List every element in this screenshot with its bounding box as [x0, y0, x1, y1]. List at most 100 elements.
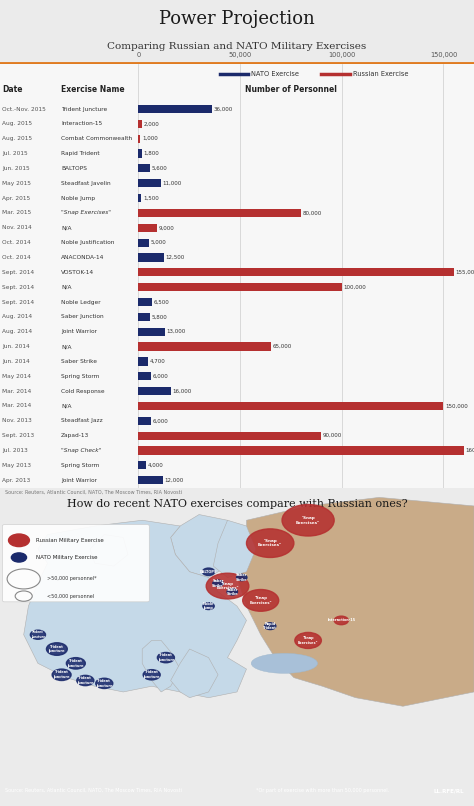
Text: Mar. 2014: Mar. 2014	[2, 404, 31, 409]
Polygon shape	[24, 521, 246, 698]
Text: 5,000: 5,000	[150, 240, 166, 245]
Text: LL.RFE/RL: LL.RFE/RL	[434, 788, 465, 793]
Text: Russian Military Exercise: Russian Military Exercise	[36, 538, 103, 542]
Bar	[138, 461, 146, 469]
Circle shape	[282, 505, 334, 536]
Bar	[138, 164, 150, 172]
Text: N/A: N/A	[61, 226, 72, 231]
Text: 1,500: 1,500	[143, 196, 159, 201]
Text: Jun. 2015: Jun. 2015	[2, 166, 30, 171]
Text: 80,000: 80,000	[303, 210, 322, 215]
Text: "Snap Check": "Snap Check"	[61, 448, 101, 453]
Text: Sept. 2013: Sept. 2013	[2, 433, 34, 438]
Bar	[138, 209, 301, 217]
Text: Oct.-Nov. 2015: Oct.-Nov. 2015	[2, 106, 46, 111]
Text: 1,000: 1,000	[142, 136, 158, 141]
Text: Rapid Trident: Rapid Trident	[61, 151, 100, 156]
Text: "Snap
Exercises": "Snap Exercises"	[298, 636, 319, 645]
Circle shape	[243, 589, 279, 611]
Text: Noble
Jump: Noble Jump	[203, 602, 214, 610]
Text: Spring Storm: Spring Storm	[61, 374, 100, 379]
Text: Spring Storm: Spring Storm	[61, 463, 100, 467]
Text: Oct. 2014: Oct. 2014	[2, 240, 31, 245]
Text: Aug. 2014: Aug. 2014	[2, 329, 32, 334]
Text: Noble Jump: Noble Jump	[61, 196, 95, 201]
Circle shape	[66, 658, 85, 669]
Text: Source: Reuters, Atlantic Council, NATO, The Moscow Times, RIA Novosti: Source: Reuters, Atlantic Council, NATO,…	[5, 490, 182, 495]
Text: 4,700: 4,700	[149, 359, 165, 364]
Text: Apr. 2015: Apr. 2015	[2, 196, 30, 201]
Text: 155,000: 155,000	[456, 270, 474, 275]
Circle shape	[77, 675, 94, 686]
Text: Combat Commonwealth: Combat Commonwealth	[61, 136, 132, 141]
Text: N/A: N/A	[61, 285, 72, 289]
Text: Trident
Juncture: Trident Juncture	[158, 654, 174, 662]
Text: Trident
Juncture: Trident Juncture	[31, 630, 45, 639]
Text: 90,000: 90,000	[323, 433, 342, 438]
Text: 160,000: 160,000	[465, 448, 474, 453]
Text: NATO Military Exercise: NATO Military Exercise	[36, 555, 97, 560]
Text: 65,000: 65,000	[272, 344, 292, 349]
Polygon shape	[171, 649, 218, 698]
Text: "Snap
Exercises": "Snap Exercises"	[296, 516, 320, 525]
Circle shape	[30, 630, 46, 639]
Text: May 2014: May 2014	[2, 374, 31, 379]
Bar	[138, 357, 148, 365]
Text: N/A: N/A	[61, 404, 72, 409]
Polygon shape	[171, 514, 237, 577]
Bar	[138, 298, 152, 306]
Text: Date: Date	[2, 85, 23, 94]
Text: How do recent NATO exercises compare with Russian ones?: How do recent NATO exercises compare wit…	[67, 499, 407, 509]
Text: Oct. 2014: Oct. 2014	[2, 255, 31, 260]
Bar	[138, 135, 140, 143]
Text: 150,000: 150,000	[445, 404, 468, 409]
Text: *Or part of exercise with more than 50,000 personnel.: *Or part of exercise with more than 50,0…	[256, 788, 389, 793]
Text: Nov. 2014: Nov. 2014	[2, 226, 32, 231]
Text: Noble Justification: Noble Justification	[61, 240, 114, 245]
Polygon shape	[213, 521, 256, 577]
Text: Aug. 2015: Aug. 2015	[2, 122, 32, 127]
Text: Aug. 2014: Aug. 2014	[2, 314, 32, 319]
Circle shape	[143, 670, 160, 680]
Bar	[138, 179, 161, 187]
Text: 4,000: 4,000	[148, 463, 164, 467]
Text: Zapad-13: Zapad-13	[61, 433, 89, 438]
Text: Interaction-15: Interaction-15	[327, 618, 356, 622]
Bar	[138, 402, 444, 410]
Bar	[138, 194, 141, 202]
Text: BALTOPS: BALTOPS	[61, 166, 87, 171]
Text: >50,000 personnel*: >50,000 personnel*	[47, 576, 97, 581]
Polygon shape	[142, 641, 180, 692]
Text: Trident
Juncture: Trident Juncture	[54, 671, 70, 679]
Text: 1,800: 1,800	[144, 151, 159, 156]
Text: Joint Warrior: Joint Warrior	[61, 329, 97, 334]
Text: Noble Ledger: Noble Ledger	[61, 300, 100, 305]
Bar	[138, 431, 321, 440]
Text: Joint Warrior: Joint Warrior	[61, 478, 97, 483]
Text: Trident
Juncture: Trident Juncture	[96, 679, 112, 688]
Text: "Snap
Exercises": "Snap Exercises"	[249, 596, 272, 604]
Circle shape	[227, 588, 237, 595]
Circle shape	[203, 603, 214, 609]
Bar	[138, 387, 171, 395]
Text: N/A: N/A	[61, 344, 72, 349]
Text: 2,000: 2,000	[144, 122, 160, 127]
Text: Saber Junction: Saber Junction	[61, 314, 104, 319]
Text: Rapid
Trident: Rapid Trident	[263, 622, 277, 630]
Circle shape	[9, 534, 29, 546]
Bar	[138, 372, 151, 380]
Bar	[138, 283, 342, 291]
Text: 5,800: 5,800	[152, 314, 167, 319]
Text: 12,000: 12,000	[164, 478, 183, 483]
Text: Saber
Strike: Saber Strike	[236, 573, 247, 582]
Text: Apr. 2013: Apr. 2013	[2, 478, 30, 483]
Bar	[138, 313, 150, 321]
Text: May 2015: May 2015	[2, 181, 31, 185]
Bar	[138, 149, 142, 158]
Text: Comparing Russian and NATO Military Exercises: Comparing Russian and NATO Military Exer…	[108, 42, 366, 51]
FancyBboxPatch shape	[2, 525, 149, 602]
Text: Russian Exercise: Russian Exercise	[353, 71, 409, 77]
Circle shape	[11, 553, 27, 562]
Text: Saber
Strike: Saber Strike	[227, 588, 238, 596]
Circle shape	[157, 653, 174, 663]
